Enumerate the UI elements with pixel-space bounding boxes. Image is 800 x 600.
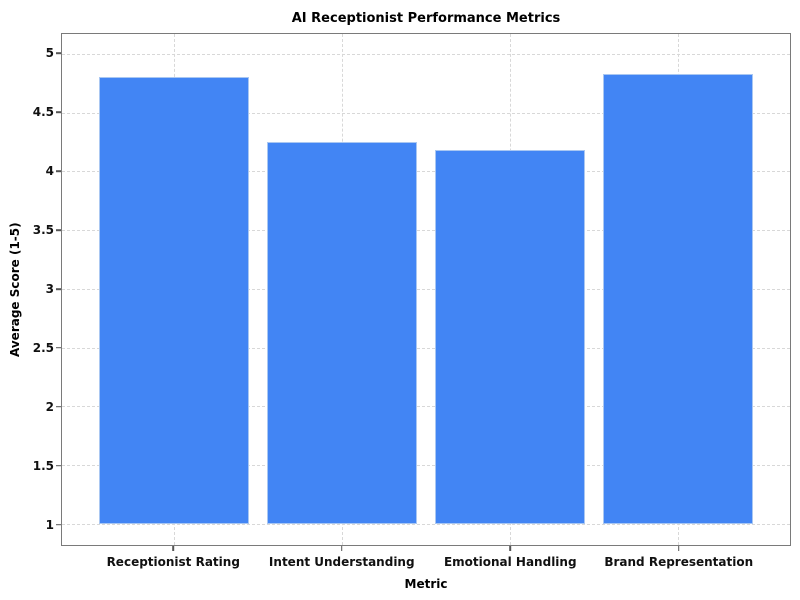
h-gridline xyxy=(62,347,790,349)
plot-area xyxy=(61,33,791,546)
bar-brand-representation xyxy=(603,73,753,524)
x-tick-label: Brand Representation xyxy=(604,555,754,569)
h-gridline xyxy=(62,523,790,525)
h-gridline xyxy=(62,112,790,114)
x-tick-label: Intent Understanding xyxy=(268,555,415,569)
bars-container xyxy=(99,34,753,524)
y-tick-label: 4 xyxy=(45,163,54,178)
h-gridline xyxy=(62,288,790,290)
bar-receptionist-rating xyxy=(99,77,249,524)
y-tick-mark xyxy=(56,347,61,349)
y-tick-mark xyxy=(56,288,61,290)
x-tick-mark xyxy=(340,546,343,551)
y-tick-mark xyxy=(56,170,61,172)
y-tick-mark xyxy=(56,406,61,408)
y-tick-label: 2.5 xyxy=(32,340,54,355)
chart-title: AI Receptionist Performance Metrics xyxy=(291,11,561,26)
y-tick-mark xyxy=(56,52,61,54)
h-gridline xyxy=(62,406,790,408)
x-tick-mark xyxy=(172,546,175,551)
h-gridline xyxy=(62,171,790,173)
y-tick-label: 2 xyxy=(45,399,54,414)
x-tick-mark xyxy=(509,546,512,551)
y-tick-label: 4.5 xyxy=(32,105,54,119)
y-tick-label: 1.5 xyxy=(32,458,54,473)
y-tick-label: 5 xyxy=(45,46,54,61)
bar-emotional-handling xyxy=(435,150,585,524)
y-tick-label: 1 xyxy=(45,517,54,532)
x-axis-label: Metric xyxy=(404,577,448,591)
y-tick-label: 3.5 xyxy=(32,222,54,237)
y-tick-mark xyxy=(56,111,61,113)
y-tick-mark xyxy=(56,229,61,231)
y-tick-mark xyxy=(56,465,61,467)
h-gridline xyxy=(62,465,790,467)
h-gridline xyxy=(62,230,790,232)
x-tick-mark xyxy=(677,546,680,551)
x-tick-label: Emotional Handling xyxy=(443,555,577,569)
y-tick-mark xyxy=(56,523,61,526)
y-tick-label: 3 xyxy=(45,281,54,296)
x-tick-label: Receptionist Rating xyxy=(106,555,240,569)
bar-intent-understanding xyxy=(267,142,417,524)
h-gridline xyxy=(62,53,790,55)
